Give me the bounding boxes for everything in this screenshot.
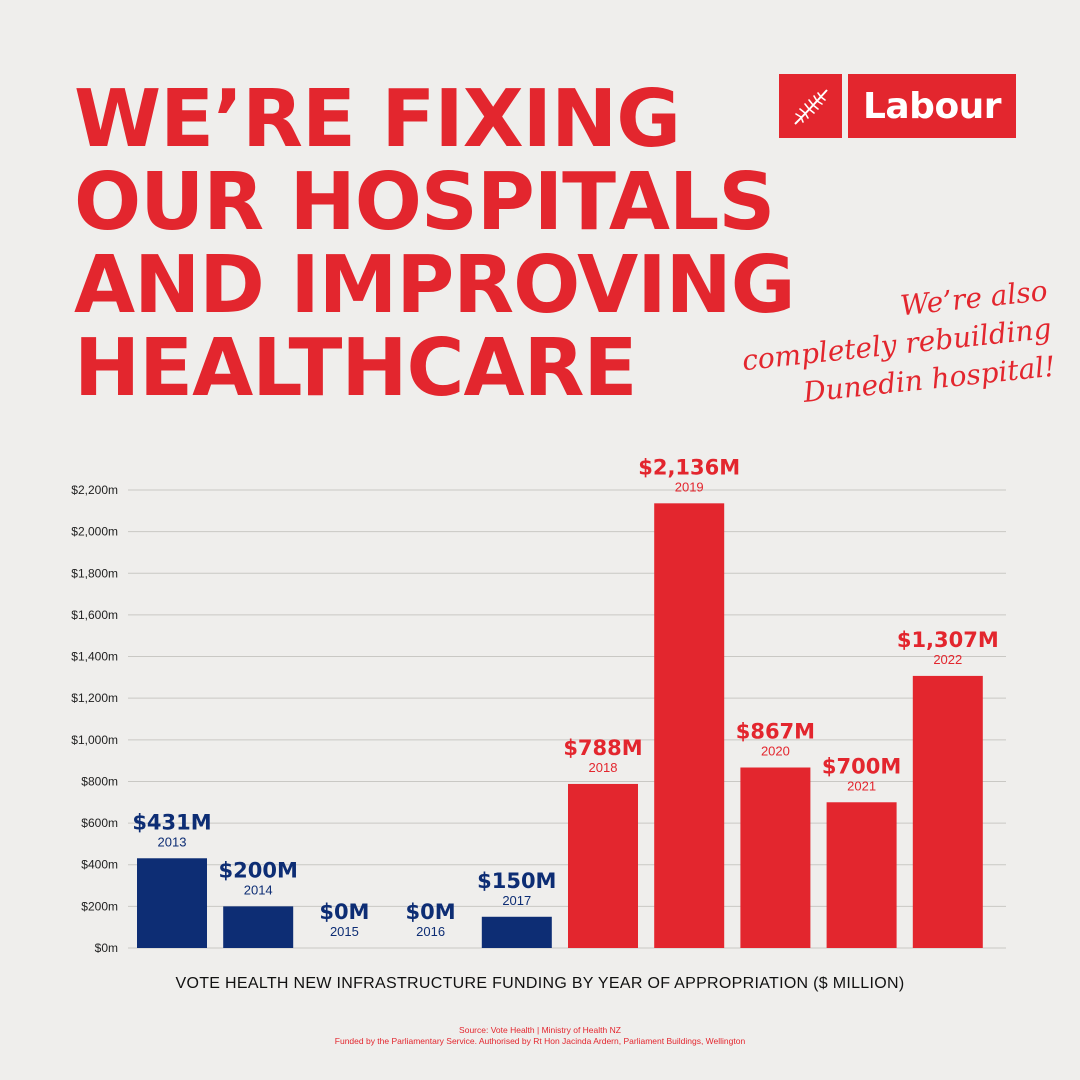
bar-year-label: 2021 — [847, 778, 876, 793]
authorisation-line: Funded by the Parliamentary Service. Aut… — [334, 1036, 746, 1046]
bar-year-label: 2018 — [589, 760, 618, 775]
bar-year-label: 2020 — [761, 744, 790, 759]
bar-value-label: $867M — [736, 720, 815, 744]
bar — [137, 858, 207, 948]
bar-year-label: 2013 — [158, 834, 187, 849]
bar-year-label: 2019 — [675, 479, 704, 494]
bar — [740, 767, 811, 948]
y-tick-label: $400m — [81, 858, 118, 872]
bar — [223, 906, 294, 948]
bar-value-label: $2,136M — [638, 455, 740, 479]
bar-year-label: 2022 — [933, 652, 962, 667]
bar — [826, 802, 897, 948]
y-tick-label: $800m — [81, 774, 118, 788]
bar — [568, 783, 638, 948]
bar — [654, 503, 725, 948]
y-tick-label: $600m — [81, 816, 118, 830]
headline: WE’RE FIXING OUR HOSPITALS AND IMPROVING… — [74, 73, 796, 414]
labour-logo: Labour — [779, 74, 1016, 138]
x-axis-caption: VOTE HEALTH NEW INFRASTRUCTURE FUNDING B… — [175, 975, 905, 992]
footer: Source: Vote Health | Ministry of Health… — [0, 1025, 1080, 1047]
bar — [912, 675, 983, 948]
y-tick-label: $1,800m — [71, 566, 118, 580]
y-tick-label: $1,400m — [71, 650, 118, 664]
bar-value-label: $1,307M — [897, 628, 999, 652]
bar-year-label: 2015 — [330, 924, 359, 939]
bar-value-label: $150M — [477, 869, 556, 893]
bar-value-label: $0M — [406, 900, 456, 924]
fern-icon — [779, 74, 842, 138]
headline-line-4: HEALTHCARE — [74, 322, 637, 414]
y-tick-label: $1,000m — [71, 733, 118, 747]
bar-year-label: 2014 — [244, 882, 273, 897]
bar-value-label: $788M — [563, 736, 642, 760]
y-tick-label: $1,200m — [71, 691, 118, 705]
y-tick-label: $200m — [81, 899, 118, 913]
bar — [481, 916, 552, 948]
bar-year-label: 2017 — [502, 893, 531, 908]
y-tick-label: $2,200m — [71, 483, 118, 497]
source-line: Source: Vote Health | Ministry of Health… — [459, 1025, 621, 1035]
bar-value-label: $0M — [319, 900, 369, 924]
bar-value-label: $431M — [132, 810, 211, 834]
headline-line-3: AND IMPROVING — [74, 239, 796, 331]
logo-wordmark: Labour — [848, 74, 1016, 138]
bar-value-label: $700M — [822, 754, 901, 778]
y-tick-label: $1,600m — [71, 608, 118, 622]
headline-line-1: WE’RE FIXING — [74, 73, 681, 165]
headline-line-2: OUR HOSPITALS — [74, 156, 775, 248]
bar-value-label: $200M — [219, 858, 298, 882]
bar-year-label: 2016 — [416, 924, 445, 939]
y-tick-label: $0m — [95, 941, 118, 955]
y-tick-label: $2,000m — [71, 525, 118, 539]
